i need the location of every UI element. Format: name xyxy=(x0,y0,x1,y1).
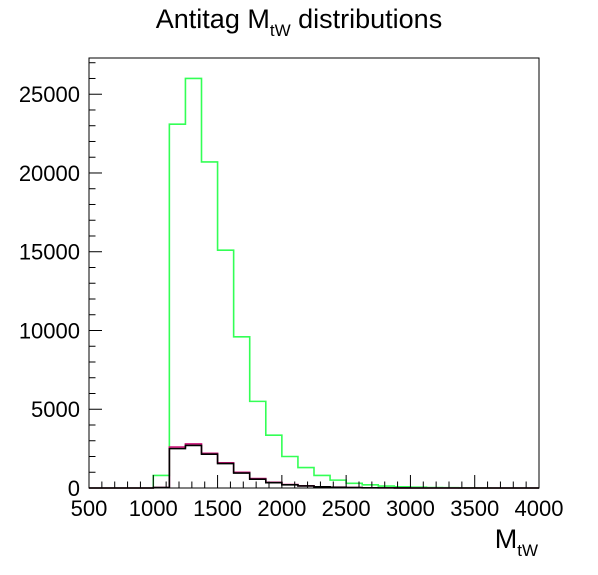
x-tick-label: 500 xyxy=(71,496,108,521)
y-tick-label: 25000 xyxy=(19,82,80,107)
x-tick-label: 3000 xyxy=(386,496,435,521)
plot-frame xyxy=(88,57,540,489)
x-tick-label: 1000 xyxy=(129,496,178,521)
y-tick-label: 20000 xyxy=(19,161,80,186)
y-tick-label: 10000 xyxy=(19,318,80,343)
histogram-series-2 xyxy=(89,443,539,489)
x-axis-title: MtW xyxy=(495,524,538,560)
histogram-series-layer xyxy=(89,77,539,489)
x-tick-label: 3500 xyxy=(450,496,499,521)
x-tick-label: 2500 xyxy=(322,496,371,521)
x-tick-label: 1500 xyxy=(193,496,242,521)
tick-label-layer: 500 1000 1500 2000 2500 3000 3500 4000 0 5000 1000… xyxy=(19,82,564,521)
y-tick-label: 5000 xyxy=(31,397,80,422)
chart-title: Antitag MtW distributions xyxy=(156,4,442,40)
y-tick-label: 0 xyxy=(68,476,80,501)
axes-layer xyxy=(88,57,540,489)
histogram-series-1 xyxy=(89,77,539,489)
x-tick-label: 2000 xyxy=(257,496,306,521)
x-tick-label: 4000 xyxy=(515,496,564,521)
y-tick-label: 15000 xyxy=(19,240,80,265)
